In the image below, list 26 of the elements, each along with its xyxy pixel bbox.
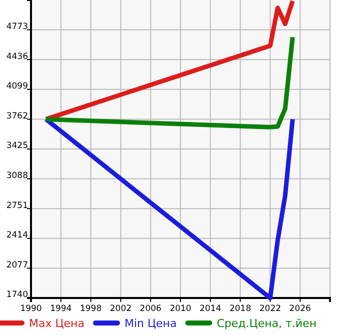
y-tick-label: 2751 [6,200,28,211]
x-tick-label: 2010 [170,304,192,314]
legend-label: Сред.Цена, т.йен [216,317,317,330]
x-tick-label: 1998 [80,304,102,314]
y-tick-label: 3088 [6,170,28,181]
x-tick-label: 2018 [229,304,252,314]
x-tick-label: 2002 [110,304,132,314]
y-tick-label: 1740 [6,290,28,300]
y-tick-label: 4099 [6,82,28,92]
y-tick-label: 2414 [6,230,28,241]
y-tick-label: 2077 [6,260,28,270]
x-tick-label: 1994 [50,304,72,314]
x-tick-label: 2006 [140,304,162,314]
line-series [44,0,295,122]
x-tick-label: 2026 [289,304,311,314]
y-tick-label: 3762 [6,111,28,122]
legend-label: Max Цена [29,317,84,330]
x-tick-label: 1990 [20,304,42,314]
y-tick-label: 4773 [6,22,28,32]
x-tick-label: 2014 [200,304,222,314]
x-tick-label: 2022 [259,304,282,314]
legend-label: Min Цена [124,317,177,330]
line-series [44,34,295,130]
y-tick-label: 4436 [6,52,28,62]
line-series [44,116,295,300]
y-tick-label: 3425 [6,141,28,152]
